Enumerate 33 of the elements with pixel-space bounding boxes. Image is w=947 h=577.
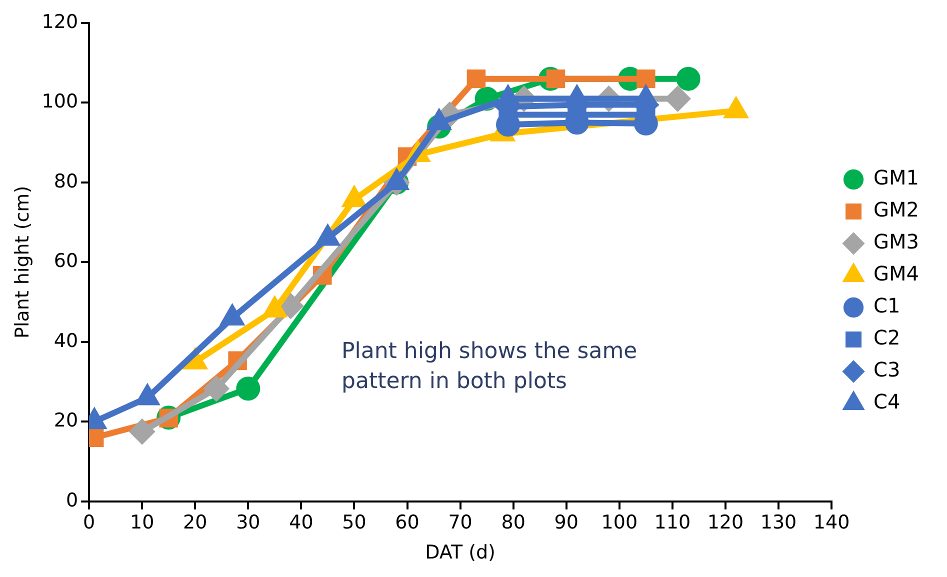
legend-label: C1 (874, 294, 900, 318)
x-tick-label: 140 (813, 512, 850, 534)
y-tick-label: 60 (54, 250, 78, 272)
y-tick-label: 100 (42, 90, 78, 113)
x-tick-label: 120 (707, 512, 744, 534)
y-tick-label: 120 (42, 10, 78, 33)
x-tick-label: 40 (289, 512, 314, 534)
x-tick-label: 60 (395, 512, 420, 534)
y-tick-label: 0 (66, 489, 78, 512)
legend-label: C2 (874, 326, 900, 350)
x-axis-title: DAT (d) (425, 542, 496, 564)
x-tick-label: 0 (83, 512, 96, 534)
legend-label: GM3 (874, 230, 920, 254)
y-tick-label: 40 (54, 330, 78, 352)
x-tick-label: 80 (501, 512, 526, 534)
y-tick-label: 80 (54, 170, 78, 192)
x-tick-label: 20 (183, 512, 208, 534)
y-axis-title: Plant hight (cm) (11, 186, 34, 339)
x-tick-label: 30 (236, 512, 260, 534)
legend-label: GM4 (874, 262, 920, 286)
x-tick-label: 50 (342, 512, 366, 534)
legend-label: C3 (874, 358, 900, 382)
x-tick-label: 110 (654, 512, 691, 534)
x-tick-label: 90 (554, 512, 578, 534)
x-tick-label: 10 (130, 512, 154, 534)
y-tick-label: 20 (54, 410, 78, 432)
x-tick-label: 70 (448, 512, 472, 534)
annotation: Plant high shows the same pattern in both plots (342, 338, 638, 394)
legend-label: C4 (874, 390, 900, 414)
legend-label: GM2 (874, 198, 920, 222)
x-tick-label: 100 (601, 512, 638, 534)
legend-label: GM1 (874, 166, 920, 190)
x-tick-label: 130 (760, 512, 797, 534)
